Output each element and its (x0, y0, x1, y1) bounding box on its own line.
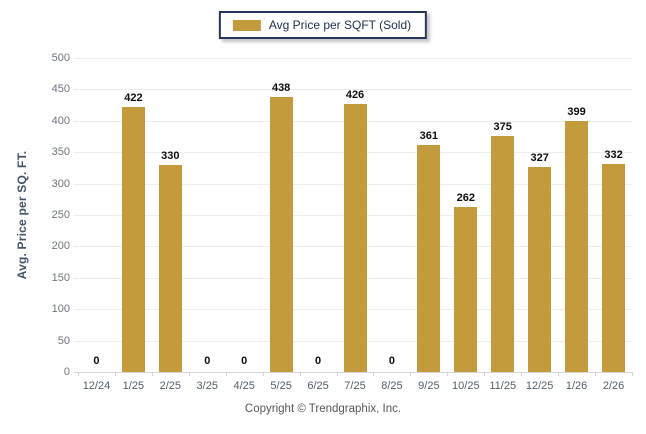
bar-9/25[interactable] (417, 145, 440, 372)
x-axis-tick (521, 372, 523, 376)
x-axis-tick-label: 12/25 (525, 380, 554, 392)
x-axis-tick-label: 2/25 (159, 380, 182, 392)
y-axis-tick-label: 0 (63, 366, 70, 378)
x-axis-tick (151, 372, 153, 376)
y-axis-tick-label: 200 (51, 240, 70, 253)
x-axis-tick-label: 5/25 (270, 380, 292, 392)
x-axis-tick-label: 2/26 (602, 380, 625, 392)
bar-value-label: 0 (315, 355, 322, 367)
y-axis-tick-label: 300 (51, 177, 70, 190)
y-axis-tick-label: 450 (51, 83, 70, 96)
x-axis-tick-label: 3/25 (196, 380, 218, 392)
y-axis-tick-label: 150 (51, 271, 70, 284)
bar-value-label: 438 (271, 82, 291, 94)
bar-7/25[interactable] (344, 104, 367, 372)
x-axis-tick (484, 372, 486, 376)
bar-value-label: 0 (93, 355, 100, 367)
x-axis-tick-label: 11/25 (489, 380, 517, 392)
bar-value-label: 330 (161, 150, 180, 162)
bar-value-label: 426 (345, 89, 365, 101)
y-axis-tick-label: 250 (51, 209, 70, 221)
bar-value-label: 399 (567, 106, 586, 118)
x-axis-tick-label: 12/24 (82, 380, 111, 392)
x-axis-tick (188, 372, 190, 376)
bar-value-label: 375 (493, 121, 512, 133)
x-axis-tick-label: 1/26 (565, 380, 588, 392)
x-axis-tick (558, 372, 560, 376)
bar-value-label: 332 (604, 149, 623, 161)
bar-value-label: 0 (204, 355, 211, 367)
legend-swatch-icon (232, 19, 261, 31)
x-axis-tick-label: 7/25 (344, 380, 366, 392)
gridline (74, 58, 632, 59)
x-axis-tick (595, 372, 597, 376)
y-axis-tick-label: 500 (51, 52, 70, 64)
x-axis-tick-label: 9/25 (418, 380, 440, 392)
x-axis-tick (447, 372, 449, 376)
y-axis-tick-label: 50 (57, 334, 70, 347)
x-axis-tick-label: 8/25 (381, 380, 403, 392)
copyright-text: Copyright © Trendgraphix, Inc. (244, 403, 402, 415)
x-axis-tick (632, 372, 633, 376)
x-axis-tick (410, 372, 412, 376)
x-axis-tick (225, 372, 227, 376)
y-axis-tick-label: 400 (51, 114, 70, 127)
x-axis-tick-label: 4/25 (233, 380, 255, 392)
bar-value-label: 361 (419, 130, 439, 142)
x-axis-tick-label: 10/25 (452, 380, 480, 392)
bar-2/26[interactable] (602, 164, 625, 372)
x-axis-tick (373, 372, 375, 376)
legend: Avg Price per SQFT (Sold) (218, 11, 428, 39)
x-axis-tick-label: 6/25 (307, 380, 329, 392)
x-axis-tick (336, 372, 338, 376)
x-axis-line (74, 372, 632, 373)
bar-1/25[interactable] (122, 107, 145, 372)
bar-value-label: 327 (530, 152, 549, 164)
legend-label: Avg Price per SQFT (Sold) (268, 18, 412, 32)
x-axis-tick (262, 372, 264, 376)
bar-5/25[interactable] (270, 97, 293, 372)
bar-10/25[interactable] (454, 207, 477, 372)
bar-value-label: 422 (124, 92, 143, 104)
gridline (74, 89, 632, 91)
bar-12/25[interactable] (528, 167, 551, 372)
y-axis-tick-label: 100 (51, 303, 70, 316)
y-axis-tick-label: 350 (51, 146, 70, 159)
x-axis-tick (299, 372, 301, 376)
x-axis-tick (114, 372, 116, 376)
bar-value-label: 262 (456, 192, 475, 204)
bar-value-label: 0 (241, 355, 248, 367)
bar-11/25[interactable] (491, 136, 514, 372)
x-axis-tick-label: 1/25 (122, 380, 145, 392)
bar-1/26[interactable] (565, 121, 588, 372)
x-axis-tick (78, 372, 79, 376)
bar-value-label: 0 (388, 355, 395, 367)
bar-2/25[interactable] (159, 165, 182, 372)
